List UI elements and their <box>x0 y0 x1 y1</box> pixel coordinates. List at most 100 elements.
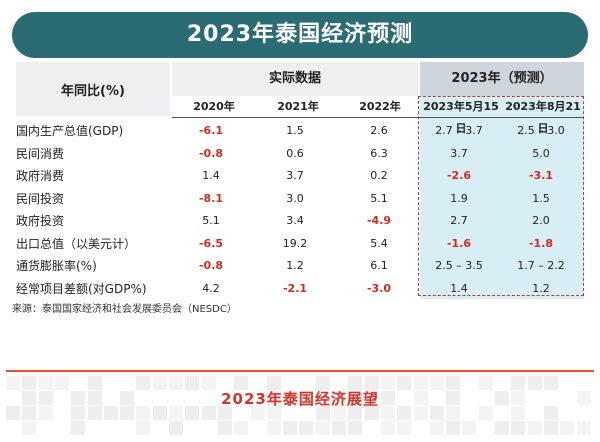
footer-tile <box>38 376 53 390</box>
footer-tile <box>71 406 86 420</box>
row-label: 民间消费 <box>16 146 65 161</box>
table-cell: 5.0 <box>532 146 550 160</box>
footer-tile <box>22 421 37 435</box>
footer-tile <box>201 376 216 390</box>
source-note: 来源：泰国国家经济和社会发展委员会（NESDC） <box>12 304 237 315</box>
table-row: 民间投资 -8.1 3.0 5.1 1.9 1.5 <box>16 188 584 210</box>
table-cell: 2.6 <box>370 124 388 137</box>
table-row: 政府投资 5.1 3.4 -4.9 2.7 2.0 <box>16 210 584 232</box>
footer-tile <box>429 421 444 435</box>
footer-tile <box>348 391 363 405</box>
table-cell: -1.6 <box>446 236 472 250</box>
table-cell: 3.7 <box>450 146 468 160</box>
table-cell: 3.4 <box>286 214 304 227</box>
table-row: 政府消费 1.4 3.7 0.2 -2.6 -3.1 <box>16 165 584 187</box>
footer-band <box>0 370 600 442</box>
table-cell: 1.2 <box>286 259 304 272</box>
title-banner-center <box>140 12 454 58</box>
footer-tile <box>364 406 379 420</box>
footer-tile <box>120 391 135 405</box>
table-cell: -3.0 <box>366 281 392 295</box>
footer-tile <box>413 406 428 420</box>
footer-tile <box>266 376 281 390</box>
footer-tile <box>169 376 183 390</box>
footer-tile <box>495 391 509 405</box>
footer-tile <box>576 421 591 435</box>
footer-tile <box>136 406 151 420</box>
footer-tile <box>250 406 265 420</box>
footer-tile <box>527 421 542 435</box>
footer-tile <box>397 406 412 420</box>
footer-tile <box>315 421 330 435</box>
footer-tile <box>576 391 591 405</box>
footer-tile <box>413 376 428 390</box>
table-cell: 1.4 <box>202 169 220 182</box>
table-cell: 2.0 <box>532 214 550 227</box>
footer-tile <box>446 391 461 405</box>
footer-tile <box>136 376 151 390</box>
forecast-column-background <box>420 96 584 299</box>
table-cell: -4.9 <box>366 214 392 227</box>
footer-tile <box>266 406 281 420</box>
row-label: 经常项目差额(对GDP%) <box>16 281 147 296</box>
footer-tile <box>234 421 249 435</box>
year-header-forecast-may: 2023年5月15日 <box>420 96 502 135</box>
footer-tile <box>54 376 69 390</box>
footer-tile <box>413 391 428 405</box>
footer-tile <box>87 391 102 405</box>
table-cell: -2.1 <box>282 281 308 295</box>
table-cell: 1.5 <box>286 124 304 137</box>
footer-tile <box>543 406 558 420</box>
table-cell: 3.0 <box>286 191 304 205</box>
footer-tile <box>6 376 20 390</box>
table-cell: 6.3 <box>370 146 388 160</box>
footer-tile <box>478 406 493 420</box>
table-cell: 2.5 – 3.0 <box>517 124 565 137</box>
forecast-header: 2023年（预测） <box>420 62 584 96</box>
footer-tile <box>511 406 526 420</box>
footer-tile <box>315 406 330 420</box>
footer-tile <box>266 421 281 435</box>
table-cell: 0.2 <box>370 169 388 182</box>
footer-tile <box>234 376 249 390</box>
year-header-2022: 2022年 <box>340 96 420 118</box>
footer-tile <box>364 376 379 390</box>
page-title: 2023年泰国经济预测 <box>186 22 414 47</box>
actual-data-header: 实际数据 <box>172 62 418 96</box>
footer-tile <box>217 406 232 420</box>
table-cell: 2.5 – 3.5 <box>435 259 483 272</box>
footer-tile <box>380 406 395 420</box>
footer-tile <box>136 421 151 435</box>
footer-tile <box>495 421 509 435</box>
footer-tile <box>71 391 86 405</box>
footer-tile <box>315 376 330 390</box>
footer-tile <box>397 421 412 435</box>
row-label: 民间投资 <box>16 191 65 206</box>
corner-header-label: 年同比(%) <box>61 84 125 99</box>
footer-tile <box>266 391 281 405</box>
footer-tile <box>38 406 53 420</box>
table-cell: -6.5 <box>198 236 224 250</box>
footer-tile <box>332 406 346 420</box>
footer-rule <box>6 370 594 372</box>
footer-tile <box>380 421 395 435</box>
table-cell: 5.1 <box>202 214 220 227</box>
footer-tile <box>185 406 200 420</box>
table-cell: -0.8 <box>198 146 224 160</box>
footer-tile <box>22 391 37 405</box>
footer-tile <box>38 391 53 405</box>
footer-tile <box>22 376 37 390</box>
footer-tile <box>397 376 412 390</box>
year-header-2020: 2020年 <box>172 96 256 118</box>
footer-tile <box>511 391 526 405</box>
footer-tile <box>22 406 37 420</box>
table-row: 国内生产总值(GDP) -6.1 1.5 2.6 2.7 – 3.7 2.5 – 3.0 <box>16 120 584 142</box>
footer-tile <box>87 376 102 390</box>
footer-tile <box>283 391 298 405</box>
footer-tile <box>169 421 183 435</box>
footer-tile <box>71 421 86 435</box>
footer-tile <box>299 421 314 435</box>
footer-tile <box>446 421 461 435</box>
row-label: 通货膨胀率(%) <box>16 259 97 273</box>
footer-tile <box>462 421 477 435</box>
